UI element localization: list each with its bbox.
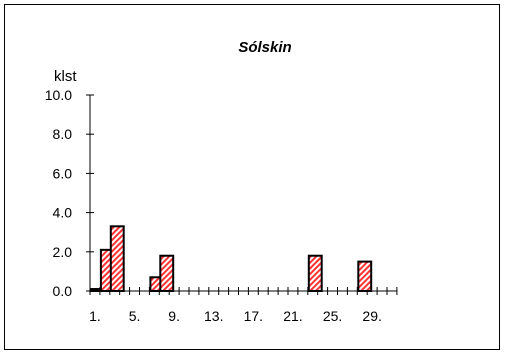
x-tick-label: 9. <box>168 308 180 324</box>
y-tick-label: 4.0 <box>53 205 73 221</box>
y-tick-label: 10.0 <box>45 87 72 103</box>
y-tick-label: 2.0 <box>53 244 73 260</box>
chart-border <box>4 4 500 350</box>
x-tick-label: 21. <box>283 308 302 324</box>
y-tick-label: 0.0 <box>53 283 73 299</box>
bar <box>109 225 125 293</box>
bar <box>307 254 323 292</box>
x-tick-label: 25. <box>323 308 342 324</box>
x-tick-label: 29. <box>362 308 381 324</box>
y-tick-label: 8.0 <box>53 126 73 142</box>
x-tick-label: 13. <box>204 308 223 324</box>
x-tick-label: 5. <box>129 308 141 324</box>
y-tick-label: 6.0 <box>53 165 73 181</box>
x-tick-label: 17. <box>244 308 263 324</box>
y-axis: 0.0 2.0 4.0 6.0 8.0 10.0 <box>45 87 94 299</box>
bars <box>90 225 373 293</box>
bar <box>357 260 373 293</box>
x-tick-label: 1. <box>89 308 101 324</box>
y-axis-label: klst <box>54 68 77 85</box>
bar <box>159 254 175 292</box>
chart-title: Sólskin <box>238 39 291 56</box>
x-axis: 1. 5. 9. 13. 17. 21. 25. 29. <box>89 287 398 324</box>
